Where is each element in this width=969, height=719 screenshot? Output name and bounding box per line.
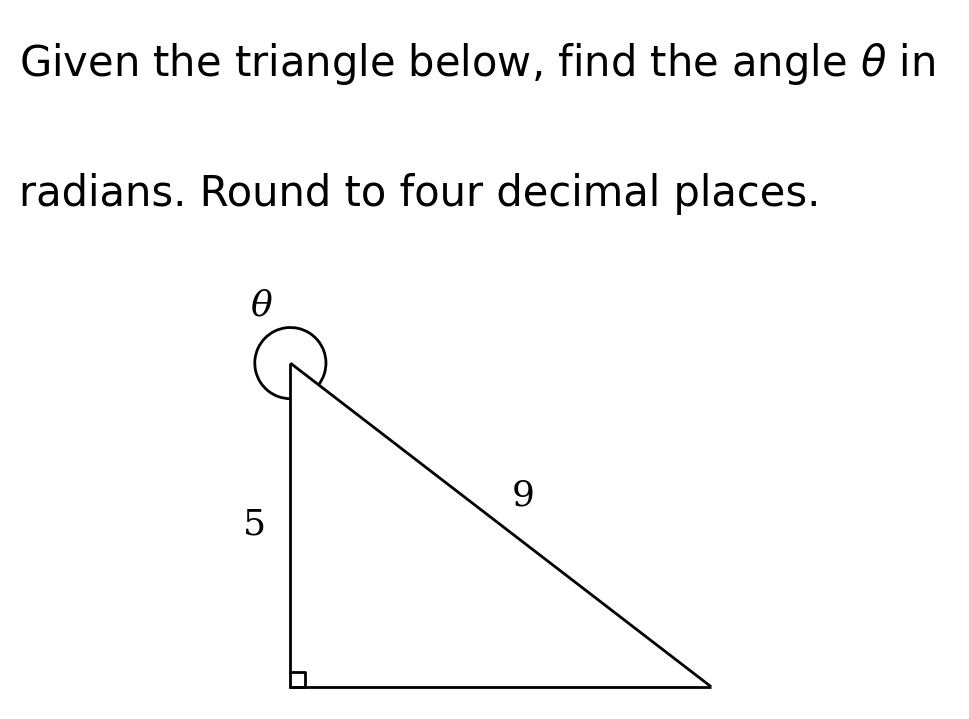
Text: Given the triangle below, find the angle $\theta$ in: Given the triangle below, find the angle…	[19, 42, 935, 88]
Text: 9: 9	[512, 479, 535, 513]
Text: 5: 5	[243, 508, 266, 542]
Text: radians. Round to four decimal places.: radians. Round to four decimal places.	[19, 173, 821, 214]
Text: θ: θ	[251, 288, 272, 322]
